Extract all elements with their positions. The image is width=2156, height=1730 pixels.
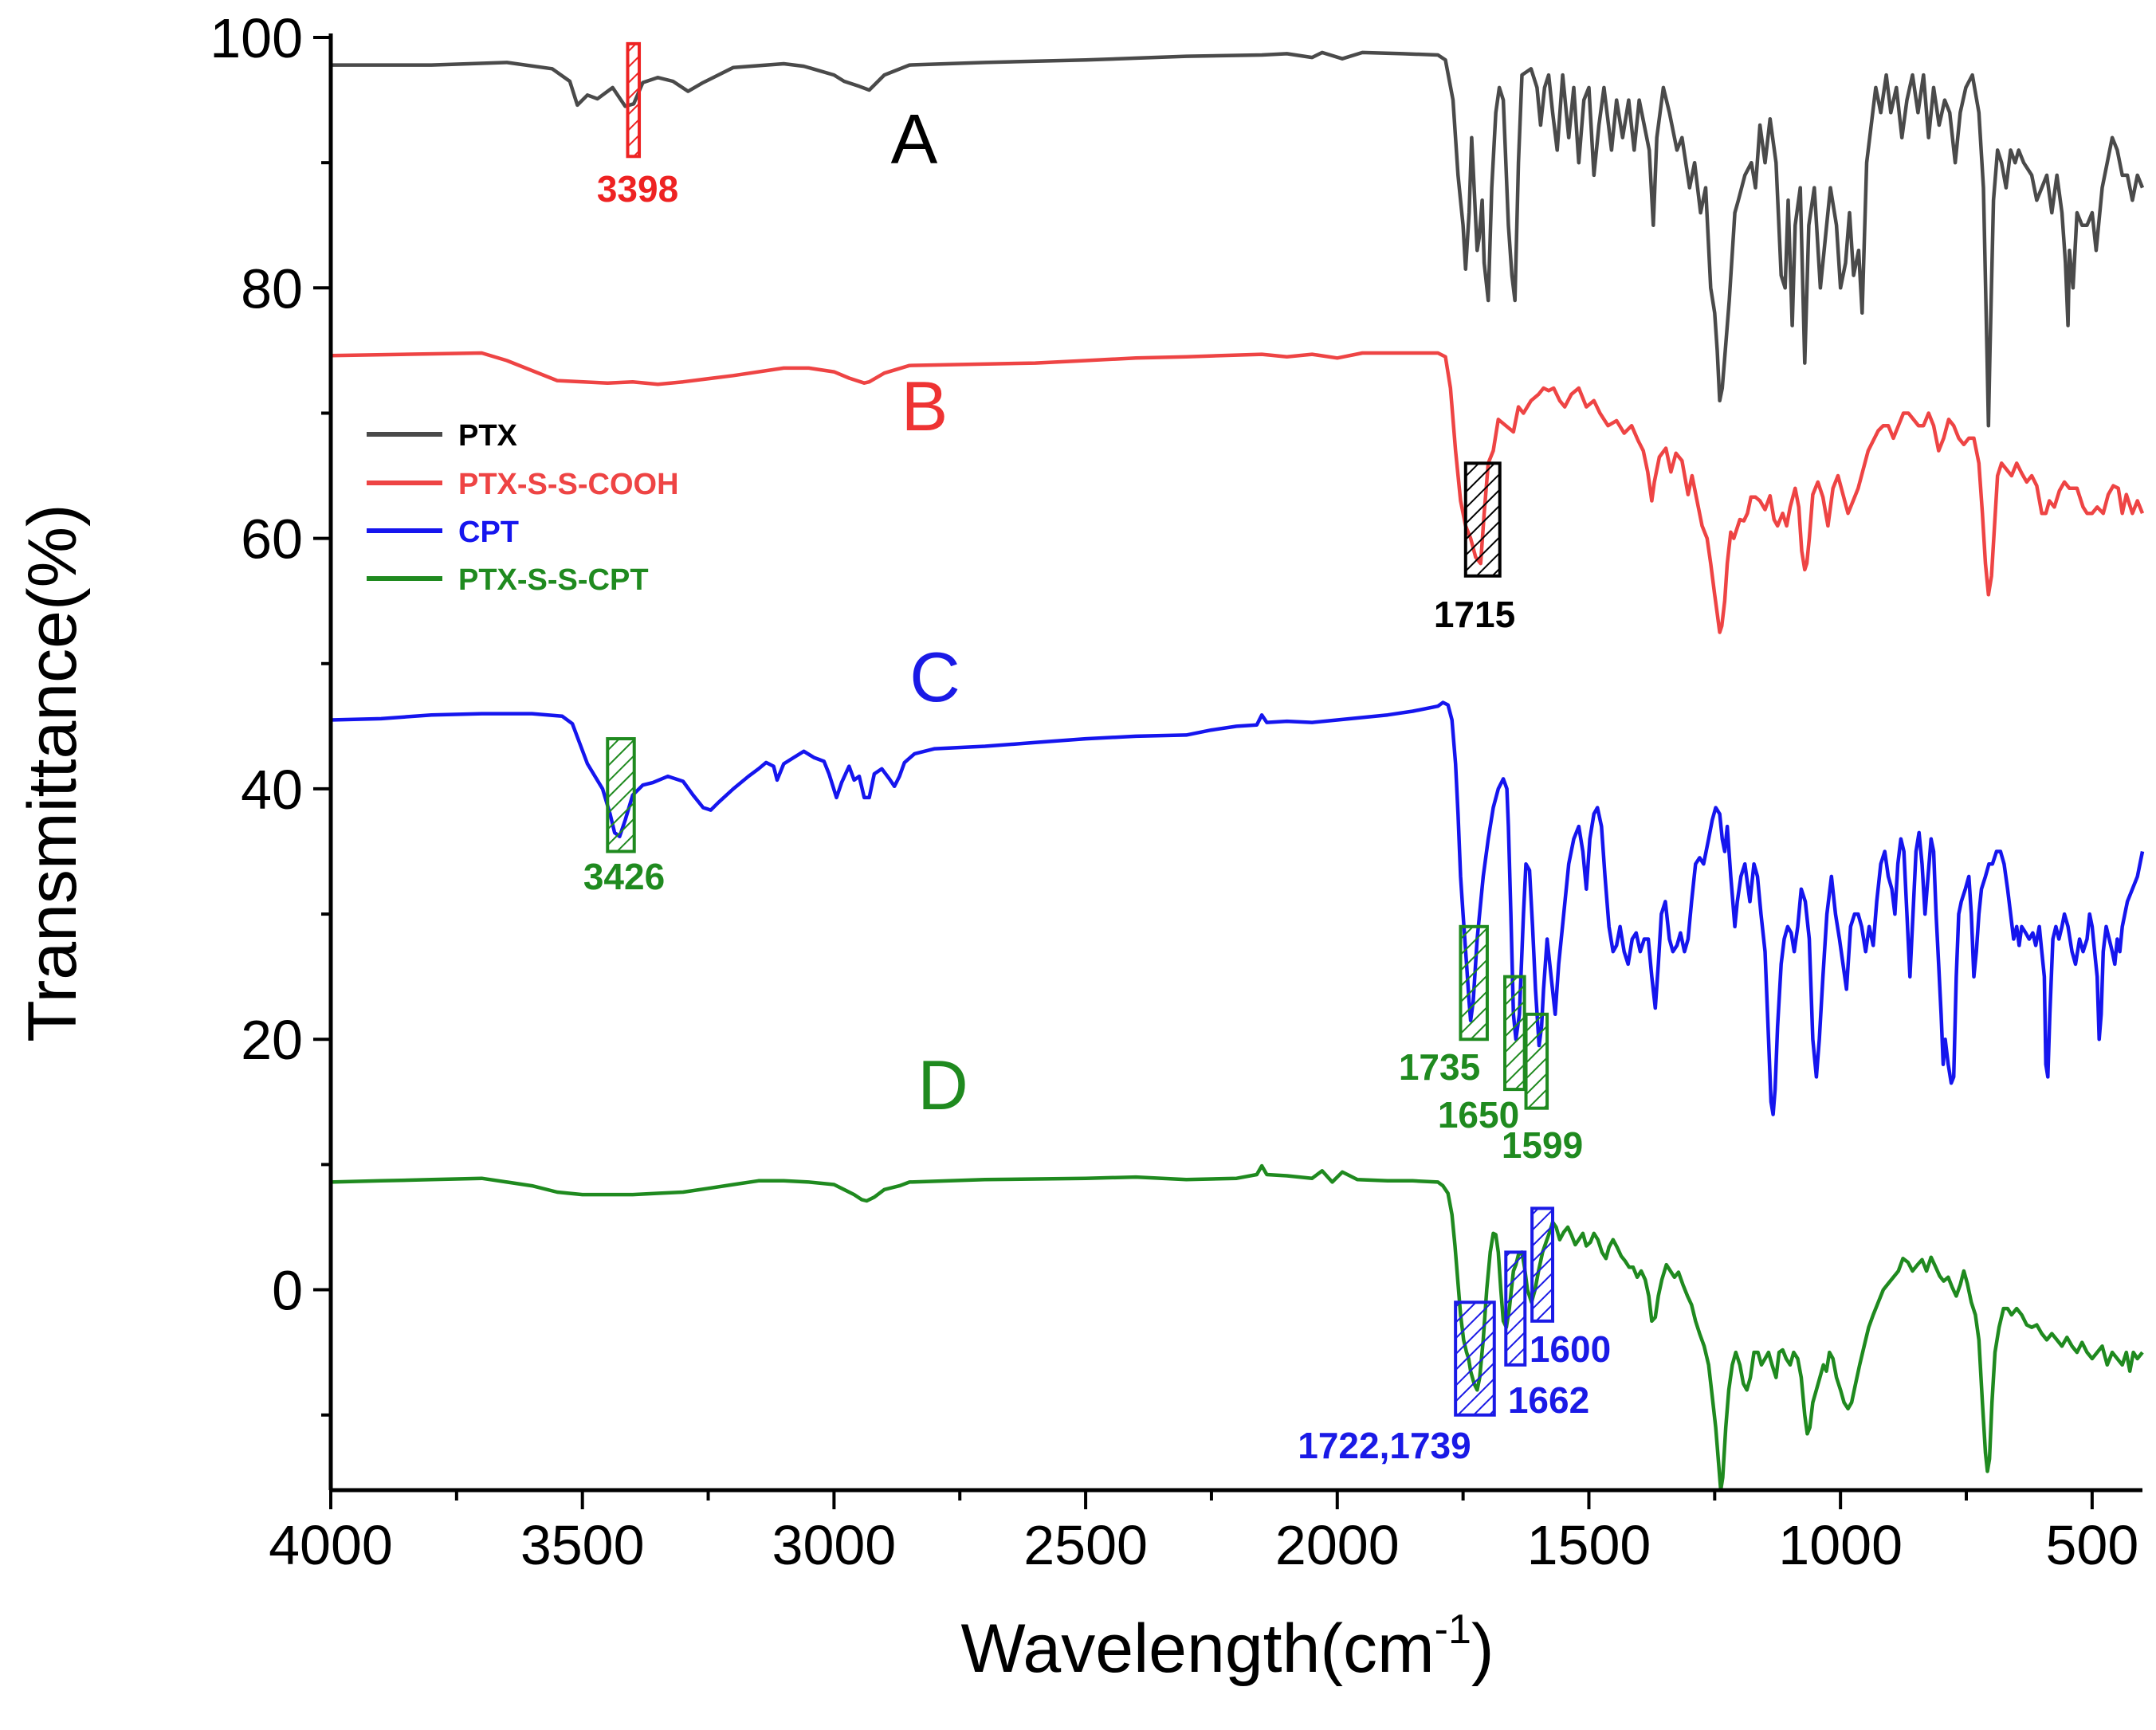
peak-label-3426: 3426 xyxy=(583,856,665,897)
peak-box-1600 xyxy=(1530,1206,1555,1323)
peak-box-1662 xyxy=(1504,1250,1527,1367)
peak-label-1715: 1715 xyxy=(1434,594,1515,635)
x-axis-title-sup: -1 xyxy=(1435,1606,1471,1653)
series-line-cpt xyxy=(330,700,2145,1116)
peak-label-1599: 1599 xyxy=(1502,1124,1583,1166)
peak-label-1650: 1650 xyxy=(1438,1094,1519,1136)
legend-label-0: PTX xyxy=(458,419,518,453)
y-tick-label: 40 xyxy=(241,759,303,821)
series-group xyxy=(330,50,2145,1493)
y-tick-label: 0 xyxy=(272,1260,303,1322)
y-tick-label: 20 xyxy=(241,1009,303,1071)
series-line-ptx xyxy=(331,50,2145,428)
x-axis-title-tail: ) xyxy=(1471,1610,1494,1687)
legend-label-3: PTX-S-S-CPT xyxy=(458,563,649,597)
peak-label-1722-1739: 1722,1739 xyxy=(1298,1425,1471,1466)
peak-box-1735 xyxy=(1459,924,1489,1042)
peak-box-3426 xyxy=(606,737,636,853)
peak-label-3398: 3398 xyxy=(597,168,678,210)
peak-box-1650 xyxy=(1503,975,1526,1092)
x-tick-label: 500 xyxy=(2045,1514,2138,1576)
y-tick-label: 60 xyxy=(241,508,303,571)
y-axis-title: Transmittance(%) xyxy=(14,504,91,1042)
x-tick-label: 1500 xyxy=(1527,1514,1651,1576)
x-axis-title-main: Wavelength(cm xyxy=(960,1610,1434,1687)
axes xyxy=(313,33,2142,1509)
peak-label-1735: 1735 xyxy=(1399,1046,1480,1088)
panel-label-b: B xyxy=(901,367,948,445)
series-line-ptx-s-s-cpt xyxy=(330,1163,2144,1493)
peak-label-1662: 1662 xyxy=(1508,1379,1589,1421)
peak-box-1722-1739 xyxy=(1454,1300,1496,1417)
x-tick-label: 4000 xyxy=(269,1514,393,1576)
peak-box-3398 xyxy=(626,41,642,159)
y-tick-label: 100 xyxy=(210,7,303,69)
peak-box-1599 xyxy=(1524,1012,1549,1110)
y-tick-label: 80 xyxy=(241,257,303,320)
x-axis-title: Wavelength(cm-1) xyxy=(960,1606,1494,1687)
peak-label-1600: 1600 xyxy=(1530,1328,1611,1370)
x-tick-label: 2500 xyxy=(1023,1514,1148,1576)
x-tick-label: 3000 xyxy=(772,1514,897,1576)
x-tick-label: 3500 xyxy=(520,1514,645,1576)
series-line-ptx-s-s-cooh xyxy=(330,351,2145,634)
x-tick-label: 2000 xyxy=(1275,1514,1400,1576)
panel-label-c: C xyxy=(909,637,960,716)
legend-label-2: CPT xyxy=(458,516,519,549)
legend-label-1: PTX-S-S-COOH xyxy=(458,468,679,501)
x-tick-label: 1000 xyxy=(1778,1514,1903,1576)
panel-label-a: A xyxy=(891,100,938,178)
annotation-boxes xyxy=(606,41,1555,1417)
panel-label-d: D xyxy=(917,1045,968,1124)
peak-box-1715 xyxy=(1463,461,1502,578)
